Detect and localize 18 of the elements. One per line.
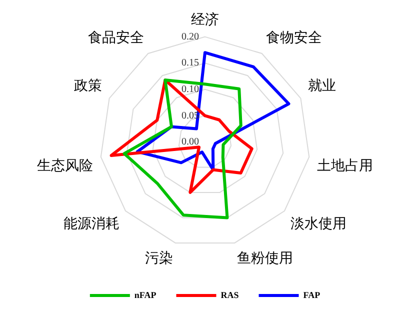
legend-label: FAP xyxy=(303,290,321,300)
y-tick-label: 0.15 xyxy=(182,58,199,69)
spoke-label: 生态风险 xyxy=(36,158,93,174)
spoke-label: 就业 xyxy=(308,78,336,94)
spoke-label: 污染 xyxy=(145,250,174,267)
y-tick-label: 0.20 xyxy=(182,31,199,42)
spoke-label: 土地占用 xyxy=(317,158,374,174)
spoke-label: 食品安全 xyxy=(88,30,144,46)
spoke-label: 鱼粉使用 xyxy=(236,250,293,267)
spoke-label: 淡水使用 xyxy=(290,216,347,232)
y-tick-label: 0.00 xyxy=(182,136,199,148)
y-tick-label: 0.10 xyxy=(182,84,199,96)
legend-label: RAS xyxy=(220,290,239,300)
spoke-label: 政策 xyxy=(74,78,102,94)
legend-label: nFAP xyxy=(134,290,157,300)
spoke-label: 经济 xyxy=(191,12,219,28)
spoke-label: 能源消耗 xyxy=(63,216,120,232)
spoke-label: 食物安全 xyxy=(266,30,322,46)
